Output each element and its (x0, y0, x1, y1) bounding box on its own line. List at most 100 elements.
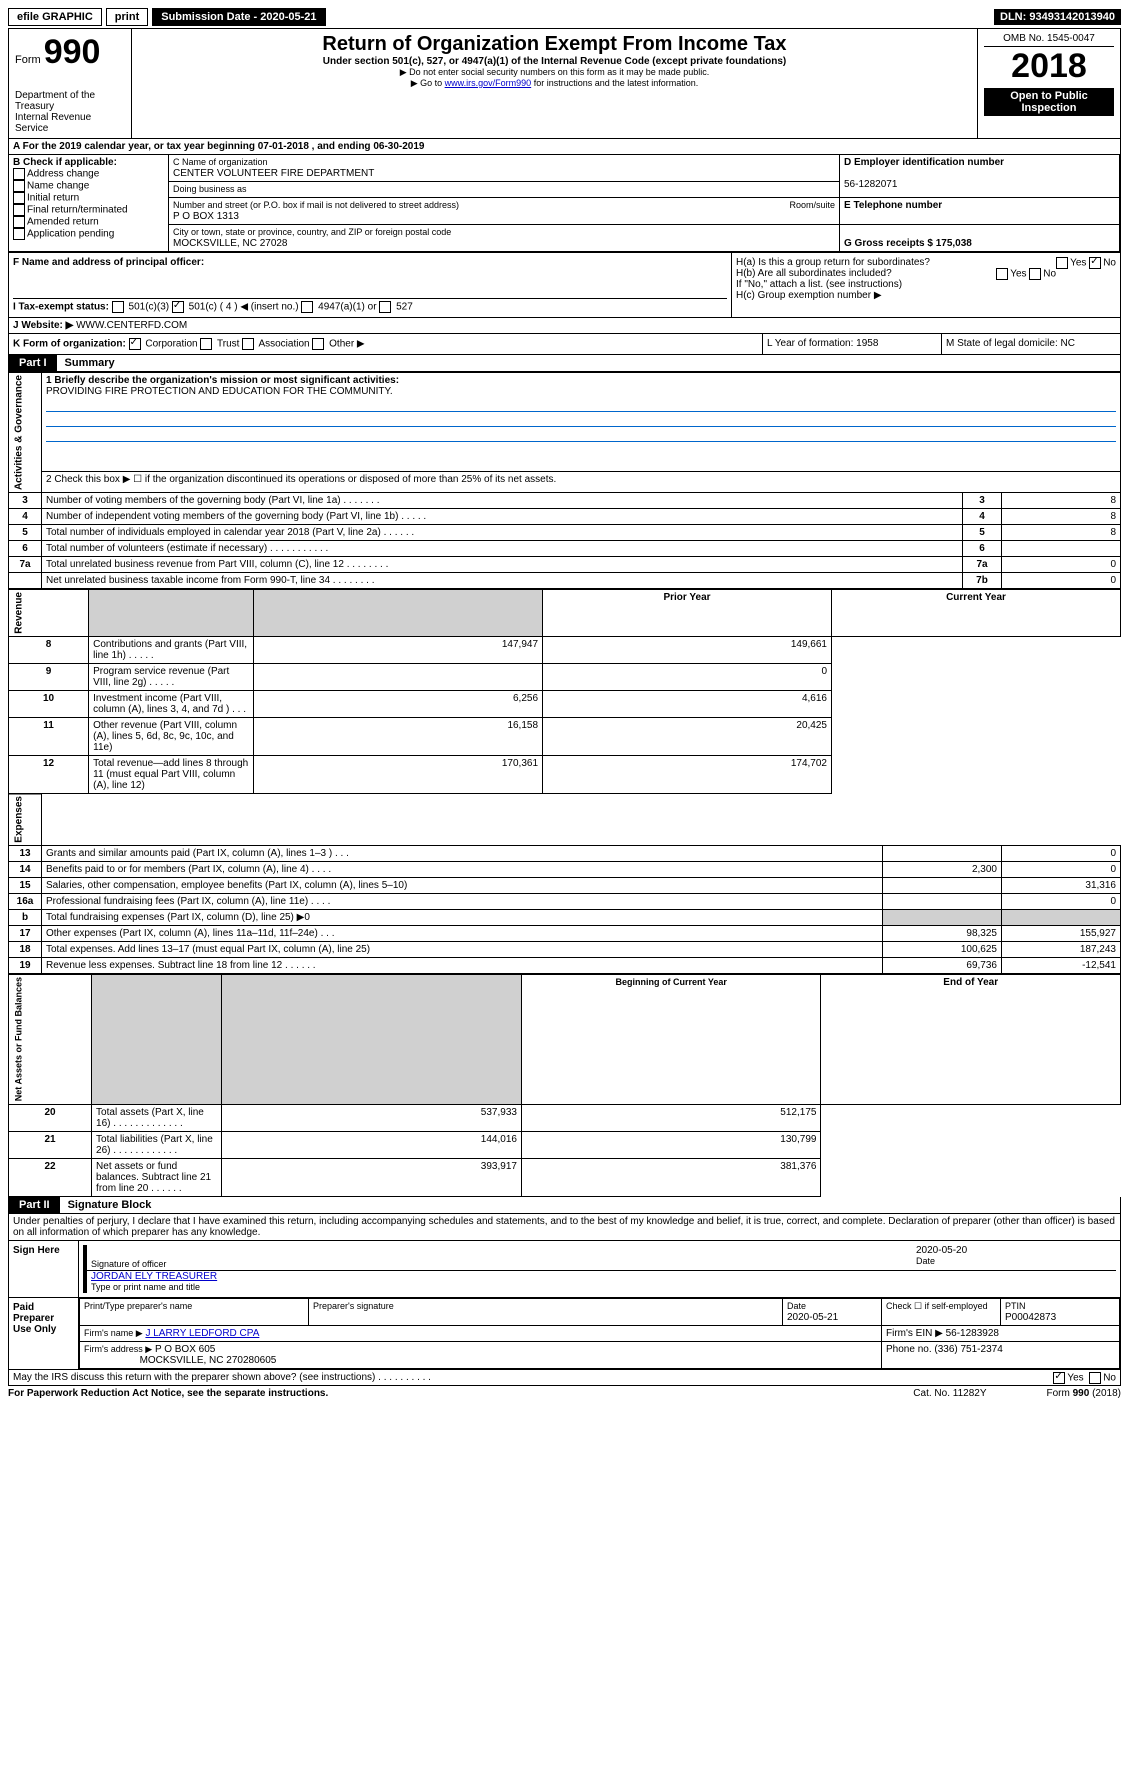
sig-date: 2020-05-20 (916, 1245, 967, 1256)
lbl-initial-return: Initial return (27, 193, 79, 204)
box-k-label: K Form of organization: (13, 339, 126, 350)
h-c: H(c) Group exemption number ▶ (736, 290, 882, 301)
discuss-yes-lbl: Yes (1067, 1372, 1083, 1383)
opt-501c3: 501(c)(3) (129, 302, 170, 313)
check-corp[interactable] (129, 338, 141, 350)
discuss-yes[interactable] (1053, 1372, 1065, 1384)
expense-row: 15Salaries, other compensation, employee… (9, 878, 1121, 894)
lbl-app-pending: Application pending (27, 229, 114, 240)
part1-header: Part I Summary (8, 355, 1121, 372)
check-final-return[interactable] (13, 204, 25, 216)
check-other[interactable] (312, 338, 324, 350)
main-title: Return of Organization Exempt From Incom… (138, 33, 971, 56)
gov-row: 3Number of voting members of the governi… (9, 493, 1121, 509)
open-public-badge: Open to Public Inspection (984, 88, 1114, 116)
check-address-change[interactable] (13, 168, 25, 180)
officer-name[interactable]: JORDAN ELY TREASURER (91, 1271, 217, 1282)
revenue-row: 12Total revenue—add lines 8 through 11 (… (9, 755, 1121, 793)
gov-row: 4Number of independent voting members of… (9, 509, 1121, 525)
part1-netassets-table: Net Assets or Fund Balances Beginning of… (8, 974, 1121, 1196)
form-label: Form (15, 54, 41, 66)
city-label: City or town, state or province, country… (173, 227, 451, 237)
hb-no[interactable] (1029, 268, 1041, 280)
form-number: 990 (44, 33, 101, 71)
part2-header: Part II Signature Block (8, 1197, 1121, 1214)
hb-yes[interactable] (996, 268, 1008, 280)
opt-trust: Trust (217, 339, 239, 350)
print-button[interactable]: print (106, 8, 148, 26)
col-prior: Prior Year (543, 590, 832, 637)
expense-row: 18Total expenses. Add lines 13–17 (must … (9, 942, 1121, 958)
check-app-pending[interactable] (13, 228, 25, 240)
date-label: Date (916, 1256, 935, 1266)
part2-title: Signature Block (60, 1197, 160, 1213)
ha-no-lbl: No (1103, 258, 1116, 269)
check-assoc[interactable] (242, 338, 254, 350)
box-m: M State of legal domicile: NC (942, 334, 1120, 354)
instr-suffix: for instructions and the latest informat… (534, 78, 699, 88)
org-name: CENTER VOLUNTEER FIRE DEPARTMENT (173, 168, 374, 179)
type-name-label: Type or print name and title (91, 1282, 200, 1292)
check-initial-return[interactable] (13, 192, 25, 204)
opt-501c: 501(c) ( 4 ) ◀ (insert no.) (189, 302, 299, 313)
firm-addr-label: Firm's address ▶ (84, 1344, 152, 1354)
part2-label: Part II (9, 1197, 60, 1213)
gov-row: Net unrelated business taxable income fr… (9, 573, 1121, 589)
footer: For Paperwork Reduction Act Notice, see … (8, 1386, 1121, 1401)
lbl-address-change: Address change (27, 169, 99, 180)
expense-row: bTotal fundraising expenses (Part IX, co… (9, 910, 1121, 926)
revenue-row: 11Other revenue (Part VIII, column (A), … (9, 717, 1121, 755)
discuss-text: May the IRS discuss this return with the… (13, 1372, 431, 1383)
top-bar: efile GRAPHIC print Submission Date - 20… (8, 8, 1121, 26)
check-trust[interactable] (200, 338, 212, 350)
name-label: C Name of organization (173, 157, 268, 167)
check-name-change[interactable] (13, 180, 25, 192)
tax-year: 2018 (984, 47, 1114, 86)
expenses-label: Expenses (9, 794, 42, 846)
box-g: G Gross receipts $ 175,038 (840, 225, 1120, 252)
lbl-amended: Amended return (27, 217, 99, 228)
h-b: H(b) Are all subordinates included? (736, 268, 892, 279)
discuss-row: May the IRS discuss this return with the… (8, 1370, 1121, 1386)
paid-preparer-section: Paid Preparer Use Only Print/Type prepar… (8, 1298, 1121, 1370)
check-501c[interactable] (172, 301, 184, 313)
check-527[interactable] (379, 301, 391, 313)
ha-no[interactable] (1089, 257, 1101, 269)
box-j: J Website: ▶ WWW.CENTERFD.COM (8, 318, 1121, 334)
opt-527: 527 (396, 302, 413, 313)
gross-receipts: G Gross receipts $ 175,038 (844, 238, 972, 249)
box-b-label: B Check if applicable: (13, 157, 117, 168)
firm-addr: P O BOX 605 (155, 1344, 215, 1355)
box-c-dba: Doing business as (169, 182, 840, 198)
netasset-row: 22Net assets or fund balances. Subtract … (9, 1158, 1121, 1196)
expense-row: 17Other expenses (Part IX, column (A), l… (9, 926, 1121, 942)
check-4947[interactable] (301, 301, 313, 313)
dln-label: DLN: 93493142013940 (994, 9, 1121, 25)
org-city: MOCKSVILLE, NC 27028 (173, 238, 288, 249)
firm-phone: Phone no. (336) 751-2374 (882, 1341, 1120, 1368)
ein-label: D Employer identification number (844, 157, 1004, 168)
sig-officer-label: Signature of officer (91, 1259, 166, 1269)
irs-link[interactable]: www.irs.gov/Form990 (445, 78, 532, 88)
netasset-row: 21Total liabilities (Part X, line 26) . … (9, 1131, 1121, 1158)
check-501c3[interactable] (112, 301, 124, 313)
form-header: Form 990 Department of the Treasury Inte… (8, 28, 1121, 139)
part1-revenue-table: Revenue Prior Year Current Year 8Contrib… (8, 589, 1121, 794)
ha-yes[interactable] (1056, 257, 1068, 269)
mission-label: 1 Briefly describe the organization's mi… (46, 375, 399, 386)
discuss-no[interactable] (1089, 1372, 1101, 1384)
check-amended[interactable] (13, 216, 25, 228)
col-begin: Beginning of Current Year (521, 975, 821, 1104)
omb-number: OMB No. 1545-0047 (984, 33, 1114, 47)
prep-name-label: Print/Type preparer's name (84, 1301, 192, 1311)
instruction-link: ▶ Go to www.irs.gov/Form990 for instruct… (138, 78, 971, 89)
expense-row: 19Revenue less expenses. Subtract line 1… (9, 958, 1121, 974)
box-c-city: City or town, state or province, country… (169, 225, 840, 252)
addr-label: Number and street (or P.O. box if mail i… (173, 200, 459, 210)
col-current: Current Year (832, 590, 1121, 637)
firm-ein: Firm's EIN ▶ 56-1283928 (882, 1325, 1120, 1341)
phone-label: E Telephone number (844, 200, 942, 211)
firm-name[interactable]: J LARRY LEDFORD CPA (145, 1328, 259, 1339)
hb-yes-lbl: Yes (1010, 269, 1026, 280)
box-f-label: F Name and address of principal officer: (13, 257, 204, 268)
